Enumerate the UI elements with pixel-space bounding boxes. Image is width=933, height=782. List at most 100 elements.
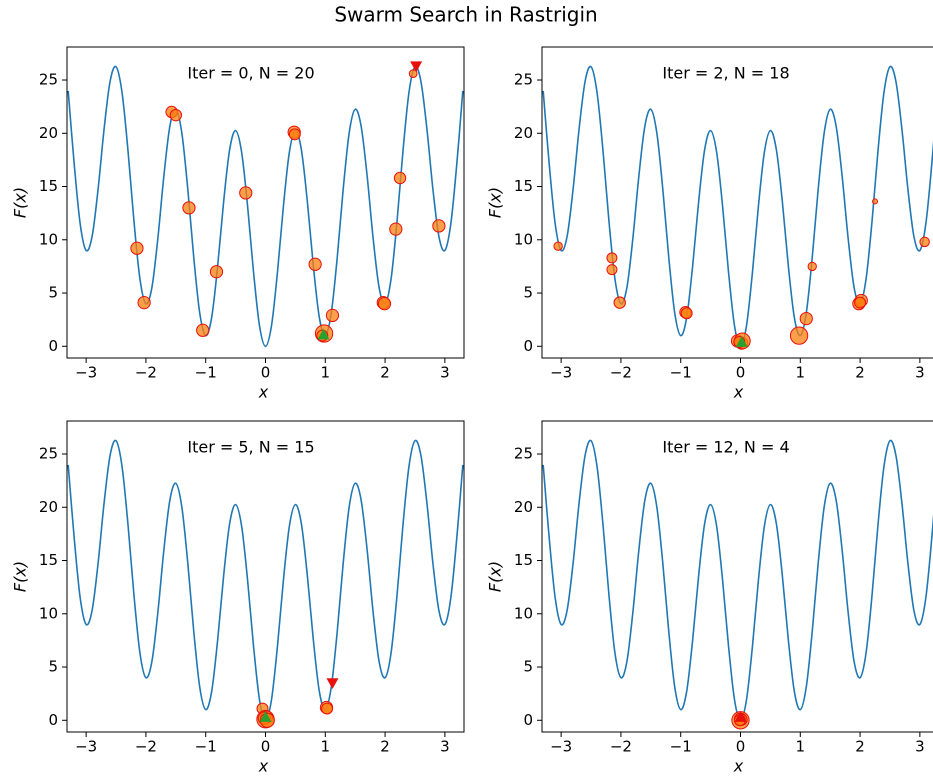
x-tick-label: 1 bbox=[321, 738, 331, 756]
x-tick-label: 0 bbox=[736, 364, 746, 382]
function-curve bbox=[543, 66, 933, 346]
y-tick-label: 10 bbox=[514, 230, 533, 248]
particle bbox=[607, 265, 617, 275]
y-tick-label: 15 bbox=[514, 551, 533, 569]
y-tick-label: 5 bbox=[523, 658, 533, 676]
particle bbox=[554, 242, 562, 250]
y-tick-label: 5 bbox=[523, 284, 533, 302]
particle bbox=[183, 202, 195, 214]
x-tick-label: −2 bbox=[610, 738, 632, 756]
x-tick-label: 2 bbox=[855, 364, 865, 382]
particle bbox=[790, 327, 807, 344]
x-axis-label: x bbox=[258, 757, 269, 776]
x-tick-label: 2 bbox=[380, 738, 390, 756]
particle bbox=[210, 266, 222, 278]
particle bbox=[390, 223, 402, 235]
particle bbox=[800, 312, 812, 324]
particle bbox=[170, 109, 181, 120]
subplot: −3 −2 −1 0 1 2 3 0 5 10 15 20 25 x F(x) Iter = 12, N = … bbox=[486, 421, 933, 776]
y-tick-label: 10 bbox=[39, 604, 58, 622]
function-curve bbox=[68, 440, 463, 720]
y-axis-label: F(x) bbox=[11, 561, 30, 592]
y-tick-label: 10 bbox=[514, 604, 533, 622]
x-tick-label: −1 bbox=[195, 364, 217, 382]
x-tick-label: −1 bbox=[670, 364, 692, 382]
particle bbox=[240, 187, 252, 199]
x-tick-label: 0 bbox=[261, 364, 271, 382]
particle bbox=[289, 129, 300, 140]
x-tick-label: −3 bbox=[75, 364, 97, 382]
y-axis-label: F(x) bbox=[486, 561, 505, 592]
y-tick-label: 10 bbox=[39, 230, 58, 248]
y-tick-label: 5 bbox=[48, 658, 58, 676]
particle bbox=[433, 220, 445, 232]
particle bbox=[920, 237, 929, 246]
y-axis-label: F(x) bbox=[11, 187, 30, 218]
y-tick-label: 0 bbox=[523, 337, 533, 355]
particle bbox=[873, 199, 878, 204]
particle bbox=[808, 262, 816, 270]
x-tick-label: −3 bbox=[550, 738, 572, 756]
subplot: −3 −2 −1 0 1 2 3 0 5 10 15 20 25 x F(x) Iter = 2, N = 1… bbox=[486, 47, 933, 402]
particle bbox=[855, 297, 866, 308]
particle bbox=[614, 297, 625, 308]
y-tick-label: 15 bbox=[39, 177, 58, 195]
x-tick-label: 2 bbox=[855, 738, 865, 756]
particles bbox=[554, 199, 929, 349]
particle bbox=[309, 258, 321, 270]
x-axis-label: x bbox=[733, 757, 744, 776]
y-tick-label: 15 bbox=[39, 551, 58, 569]
y-tick-label: 25 bbox=[514, 71, 533, 89]
x-tick-label: 1 bbox=[796, 364, 806, 382]
y-tick-label: 25 bbox=[39, 445, 58, 463]
particle bbox=[326, 309, 338, 321]
x-tick-label: −2 bbox=[610, 364, 632, 382]
x-tick-label: 3 bbox=[440, 364, 450, 382]
particle bbox=[681, 308, 692, 319]
function-curve bbox=[543, 440, 933, 720]
x-tick-label: 1 bbox=[796, 738, 806, 756]
y-tick-label: 20 bbox=[514, 124, 533, 142]
annotation: Iter = 12, N = 4 bbox=[662, 438, 789, 457]
x-tick-label: −3 bbox=[550, 364, 572, 382]
x-tick-label: 2 bbox=[380, 364, 390, 382]
x-tick-label: −1 bbox=[195, 738, 217, 756]
particle bbox=[322, 703, 333, 714]
y-tick-label: 25 bbox=[39, 71, 58, 89]
y-tick-label: 0 bbox=[523, 711, 533, 729]
particle bbox=[607, 253, 617, 263]
y-tick-label: 0 bbox=[48, 337, 58, 355]
particle bbox=[378, 298, 390, 310]
x-tick-label: −1 bbox=[670, 738, 692, 756]
y-tick-label: 20 bbox=[514, 498, 533, 516]
y-tick-label: 20 bbox=[39, 124, 58, 142]
annotation: Iter = 2, N = 18 bbox=[662, 64, 789, 83]
worst-marker bbox=[326, 678, 338, 689]
y-tick-label: 15 bbox=[514, 177, 533, 195]
x-axis-label: x bbox=[733, 383, 744, 402]
x-tick-label: 3 bbox=[440, 738, 450, 756]
y-tick-label: 20 bbox=[39, 498, 58, 516]
x-tick-label: −2 bbox=[135, 364, 157, 382]
figure-title: Swarm Search in Rastrigin bbox=[334, 3, 597, 27]
particle bbox=[138, 296, 150, 308]
x-tick-label: 3 bbox=[915, 738, 925, 756]
x-tick-label: 3 bbox=[915, 364, 925, 382]
axes-frame bbox=[67, 421, 464, 732]
y-tick-label: 0 bbox=[48, 711, 58, 729]
particle bbox=[197, 324, 209, 336]
y-axis-label: F(x) bbox=[486, 187, 505, 218]
annotation: Iter = 0, N = 20 bbox=[187, 64, 314, 83]
y-tick-label: 25 bbox=[514, 445, 533, 463]
x-tick-label: 1 bbox=[321, 364, 331, 382]
particle bbox=[131, 242, 143, 254]
function-curve bbox=[68, 66, 463, 346]
axes-frame bbox=[67, 47, 464, 358]
x-tick-label: 0 bbox=[261, 738, 271, 756]
x-tick-label: 0 bbox=[736, 738, 746, 756]
annotation: Iter = 5, N = 15 bbox=[187, 438, 314, 457]
particle bbox=[394, 172, 405, 183]
